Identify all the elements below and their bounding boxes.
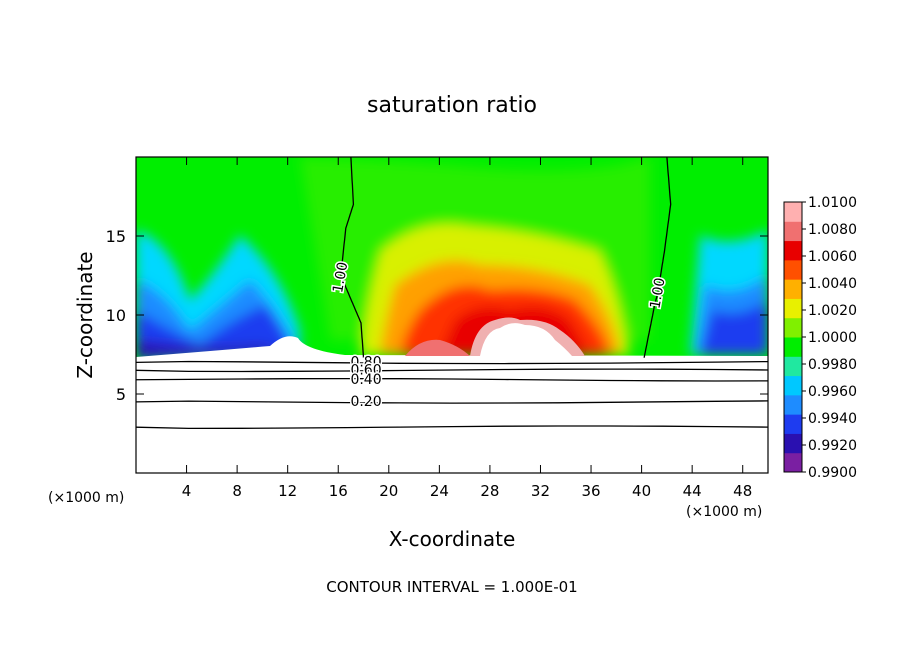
x-tick-label: 32 xyxy=(531,482,550,500)
x-tick-label: 12 xyxy=(278,482,297,500)
colorbar-labels: 1.0100 1.0080 1.0060 1.0040 1.0020 1.0000 0.99… xyxy=(802,195,857,481)
colorbar-segment xyxy=(784,221,802,242)
x-tick-label: 44 xyxy=(683,482,702,500)
colorbar-segment xyxy=(784,259,802,280)
x-unit-left: (×1000 m) xyxy=(48,490,124,506)
colorbar-segment xyxy=(784,356,802,377)
colorbar-segment xyxy=(784,240,802,261)
x-unit-right: (×1000 m) xyxy=(686,504,762,520)
contour-line xyxy=(136,360,768,365)
colorbar-label: 1.0060 xyxy=(808,249,857,265)
colorbar-label: 0.9900 xyxy=(808,465,857,481)
colorbar-segment xyxy=(784,375,802,396)
contour-lines xyxy=(136,157,768,430)
colorbar xyxy=(784,202,802,473)
colorbar-segment xyxy=(784,433,802,454)
y-tick-label: 15 xyxy=(106,227,126,246)
y-tick-label: 5 xyxy=(116,385,126,404)
colorbar-label: 1.0020 xyxy=(808,303,857,319)
contour-label: 0.80 xyxy=(350,354,381,370)
x-tick-label: 48 xyxy=(733,482,752,500)
x-tick-label: 16 xyxy=(329,482,348,500)
y-axis-ticks: 5 10 15 xyxy=(106,227,768,404)
saturated-region-white xyxy=(136,336,768,473)
contour-label: 0.20 xyxy=(350,394,381,410)
x-tick-label: 4 xyxy=(182,482,192,500)
contour-line xyxy=(136,400,768,404)
colorbar-label: 0.9940 xyxy=(808,411,857,427)
colorbar-label: 0.9980 xyxy=(808,357,857,373)
contour-line xyxy=(136,425,768,430)
contour-line xyxy=(136,368,768,373)
colorbar-segment xyxy=(784,394,802,415)
chart-title: saturation ratio xyxy=(367,93,537,118)
x-tick-label: 24 xyxy=(430,482,449,500)
contour-labels: 1.00 1.000.800.600.400.20 xyxy=(329,259,670,411)
colorbar-label: 1.0080 xyxy=(808,222,857,238)
x-tick-label: 28 xyxy=(480,482,499,500)
contour-line xyxy=(340,157,365,358)
contour-line xyxy=(136,377,768,382)
x-tick-label: 20 xyxy=(379,482,398,500)
colorbar-segment xyxy=(784,202,802,222)
x-axis-label: X-coordinate xyxy=(389,527,516,551)
contour-line xyxy=(643,157,672,358)
y-tick-label: 10 xyxy=(106,306,126,325)
colorbar-segment xyxy=(784,337,802,357)
colorbar-segment xyxy=(784,317,802,338)
colorbar-segment xyxy=(784,414,802,434)
contour-interval-note: CONTOUR INTERVAL = 1.000E-01 xyxy=(326,578,577,596)
colorbar-label: 0.9920 xyxy=(808,438,857,454)
x-tick-label: 36 xyxy=(581,482,600,500)
colorbar-segment xyxy=(784,452,802,473)
colorbar-segment xyxy=(784,298,802,319)
colorbar-label: 1.0040 xyxy=(808,276,857,292)
contour-label: 0.60 xyxy=(350,362,381,378)
x-tick-label: 40 xyxy=(632,482,651,500)
colorbar-label: 0.9960 xyxy=(808,384,857,400)
hotspot-core xyxy=(480,323,572,356)
hotspot-left xyxy=(405,339,470,356)
colorbar-segment xyxy=(784,279,802,299)
colorbar-label: 1.0000 xyxy=(808,330,857,346)
contour-label: 0.40 xyxy=(350,372,381,388)
saturation-field xyxy=(136,157,768,473)
y-axis-label: Z-coordinate xyxy=(73,251,97,378)
x-tick-label: 8 xyxy=(232,482,242,500)
colorbar-label: 1.0100 xyxy=(808,195,857,211)
x-axis-ticks: 4 8 12 16 20 24 28 32 36 40 44 48 xyxy=(182,157,752,500)
